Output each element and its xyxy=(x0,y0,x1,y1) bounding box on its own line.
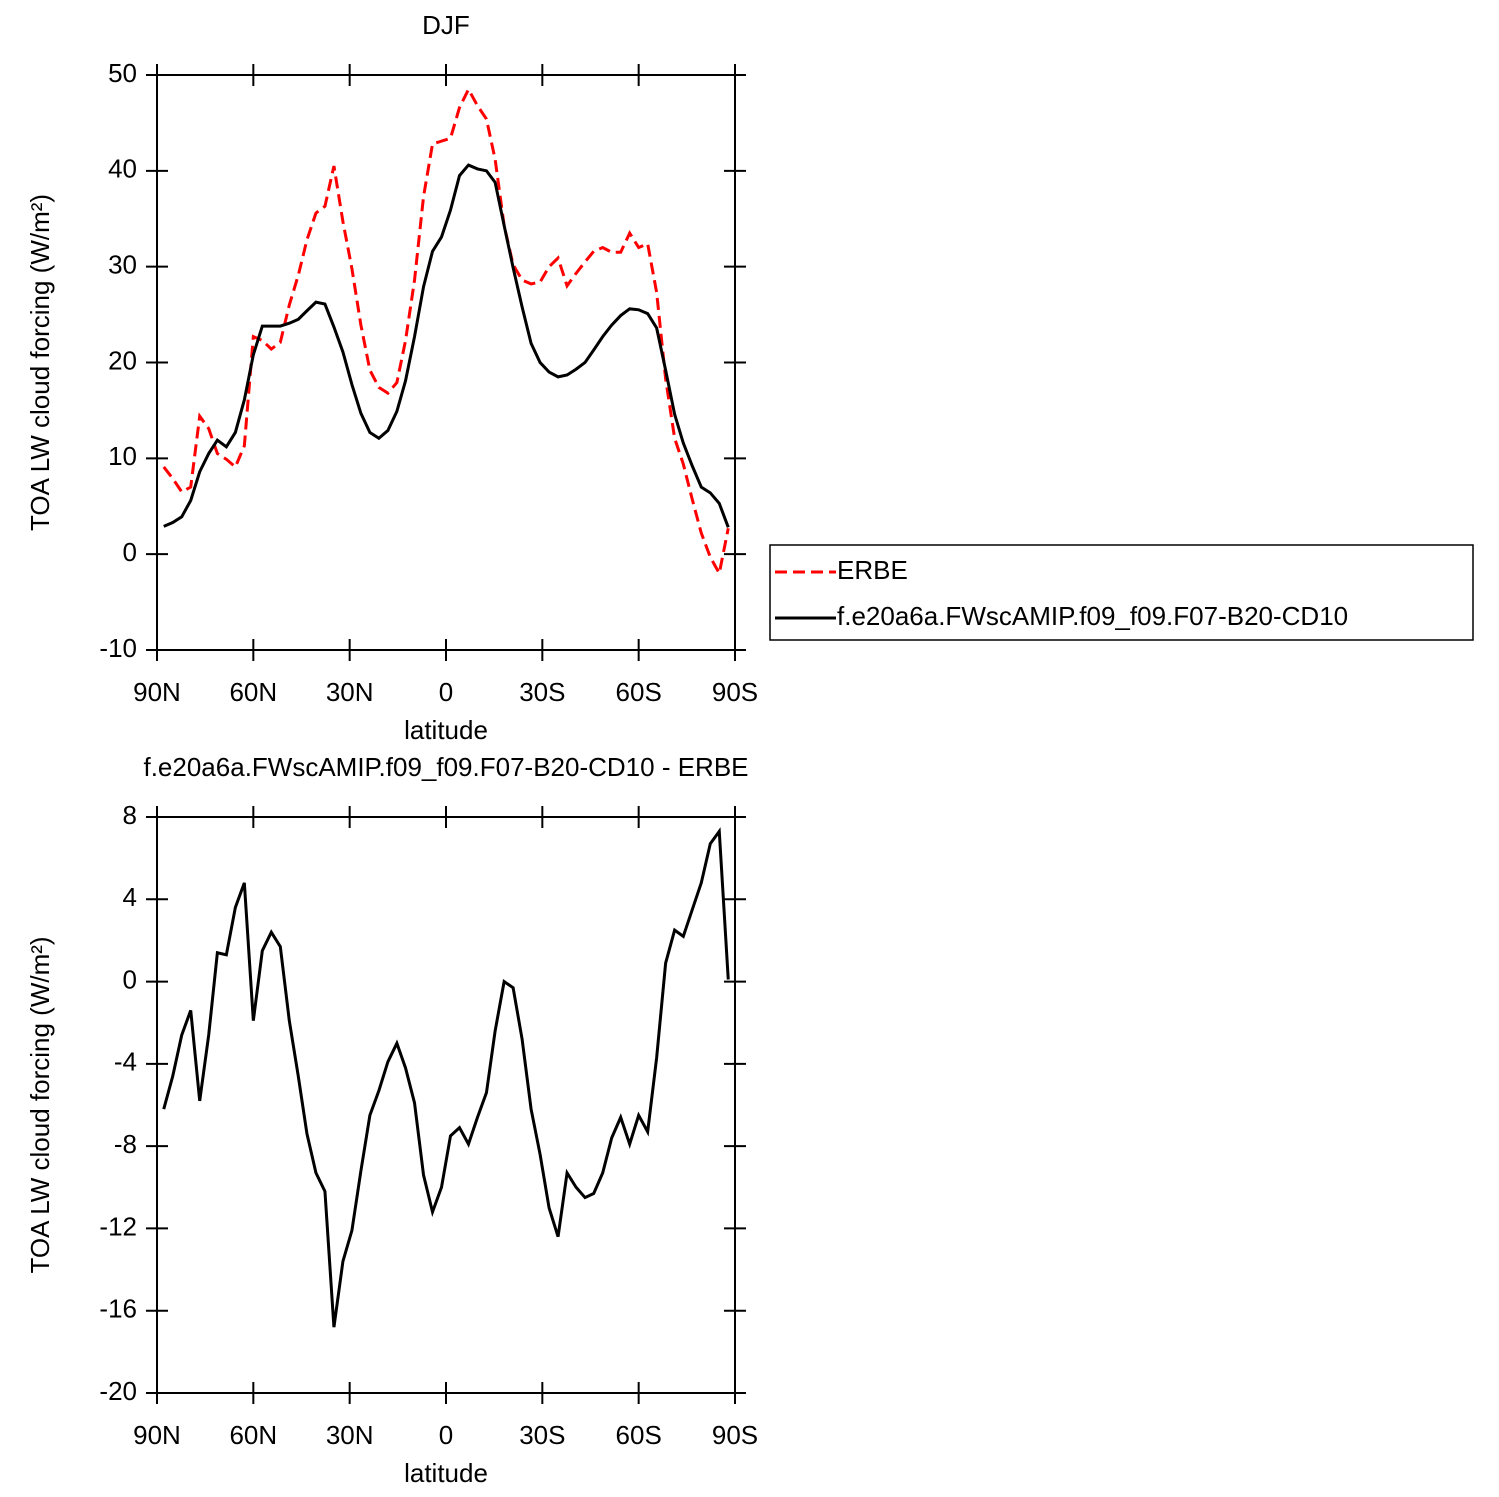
x-tick-label: 30N xyxy=(326,677,374,707)
x-tick-label: 60S xyxy=(616,677,662,707)
y-tick-label: -16 xyxy=(99,1294,137,1324)
x-tick-label: 30S xyxy=(519,677,565,707)
y-axis-label: TOA LW cloud forcing (W/m²) xyxy=(25,194,55,531)
y-tick-label: 0 xyxy=(123,537,137,567)
x-tick-label: 60N xyxy=(229,677,277,707)
plot-frame xyxy=(156,74,736,651)
y-tick-label: 4 xyxy=(123,882,137,912)
y-tick-label: 50 xyxy=(108,58,137,88)
legend-label: f.e20a6a.FWscAMIP.f09_f09.F07-B20-CD10 xyxy=(837,601,1348,631)
x-tick-label: 0 xyxy=(439,1420,453,1450)
legend-box xyxy=(769,544,1474,641)
x-tick-label: 0 xyxy=(439,677,453,707)
x-tick-label: 30S xyxy=(519,1420,565,1450)
x-tick-label: 90N xyxy=(133,677,181,707)
chart-title: DJF xyxy=(422,10,470,40)
y-tick-label: -10 xyxy=(99,633,137,663)
x-axis-label: latitude xyxy=(404,715,488,745)
x-axis-label: latitude xyxy=(404,1458,488,1488)
y-tick-label: -8 xyxy=(114,1129,137,1159)
x-tick-label: 60N xyxy=(229,1420,277,1450)
x-tick-label: 60S xyxy=(616,1420,662,1450)
chart-title: f.e20a6a.FWscAMIP.f09_f09.F07-B20-CD10 -… xyxy=(143,752,748,782)
y-axis-label: TOA LW cloud forcing (W/m²) xyxy=(25,936,55,1273)
y-tick-label: 10 xyxy=(108,441,137,471)
chart-panel: f.e20a6a.FWscAMIP.f09_f09.F07-B20-CD10 -… xyxy=(25,752,758,1488)
x-tick-label: 90S xyxy=(712,677,758,707)
y-tick-label: 30 xyxy=(108,250,137,280)
data-line xyxy=(162,86,730,578)
plot-frame xyxy=(156,816,736,1394)
y-tick-label: -4 xyxy=(114,1047,137,1077)
y-tick-label: 40 xyxy=(108,154,137,184)
y-tick-label: 20 xyxy=(108,345,137,375)
y-tick-label: -12 xyxy=(99,1211,137,1241)
y-tick-label: 8 xyxy=(123,800,137,830)
data-line xyxy=(162,827,730,1328)
legend-label: ERBE xyxy=(837,555,908,585)
data-line xyxy=(163,163,730,528)
x-tick-label: 90S xyxy=(712,1420,758,1450)
chart-panel: DJF latitude TOA LW cloud forcing (W/m²) -1… xyxy=(25,10,1474,745)
x-tick-label: 30N xyxy=(326,1420,374,1450)
x-tick-label: 90N xyxy=(133,1420,181,1450)
y-tick-label: -20 xyxy=(99,1376,137,1406)
y-tick-label: 0 xyxy=(123,964,137,994)
